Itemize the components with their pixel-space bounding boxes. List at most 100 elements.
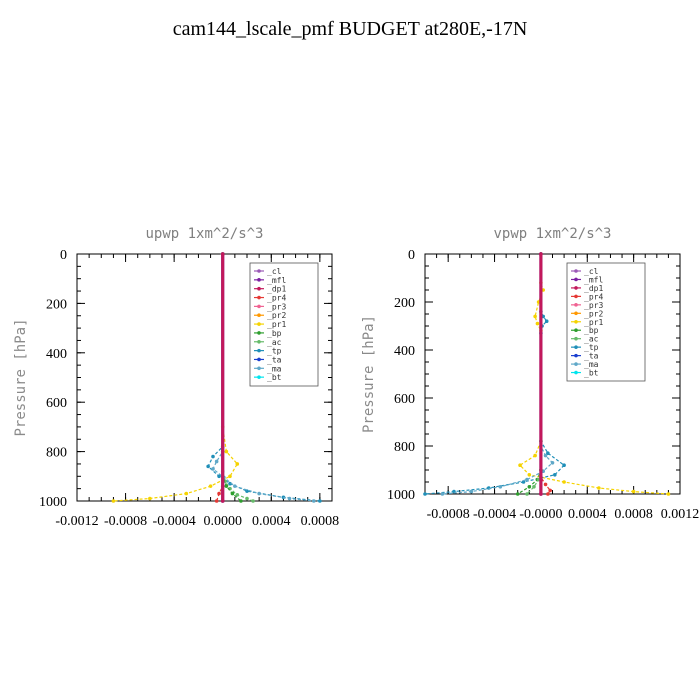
series-line-bp: [517, 254, 542, 495]
series-point: [518, 463, 522, 468]
series-point: [423, 492, 427, 496]
legend-label: _bp: [267, 329, 282, 338]
y-tick-label: 200: [46, 297, 67, 312]
legend-marker: [574, 336, 578, 341]
legend-marker: [574, 303, 578, 307]
y-tick-label: 1000: [39, 495, 67, 510]
legend-marker: [257, 357, 261, 362]
series-point: [235, 462, 240, 466]
y-tick-label: 800: [46, 446, 67, 461]
legend-marker: [574, 353, 578, 358]
series-point: [148, 496, 152, 501]
series-point: [245, 496, 249, 501]
chart-panel-2: vpwp 1xm^2/s^3 Pressure [hPa] 0 200 400 600 80…: [361, 226, 699, 522]
x-tick-label: -0.0008: [104, 514, 147, 529]
legend-marker: [257, 375, 261, 379]
legend-label: _tp: [267, 347, 282, 356]
legend-label: _dp1: [584, 284, 603, 293]
legend-label: _ac: [267, 338, 282, 347]
legend-label: _bt: [584, 369, 599, 378]
y-tick-label: 200: [394, 296, 415, 311]
series-point: [318, 499, 322, 503]
x-tick-label: 0.0004: [568, 507, 607, 522]
y-tick-label: 800: [394, 440, 415, 455]
series-point: [525, 492, 529, 496]
series-point: [535, 321, 540, 326]
legend-label: _bp: [584, 326, 599, 335]
series-point: [228, 474, 232, 479]
y-tick-label: 0: [408, 248, 415, 263]
series-line-pr1: [113, 254, 239, 502]
x-tick-label: -0.0000: [519, 507, 562, 522]
series-point: [220, 499, 225, 503]
y-tick-label: 400: [394, 344, 415, 359]
legend-label: _bt: [267, 373, 282, 382]
legend-label: _dp1: [267, 285, 286, 294]
series-point: [217, 474, 221, 479]
x-tick-label: 0.0012: [661, 507, 700, 522]
series-point: [224, 449, 229, 454]
series-point: [211, 454, 215, 459]
legend-label: _mfl: [584, 275, 603, 284]
legend-marker: [574, 370, 578, 375]
series-point: [440, 492, 445, 496]
series-point: [287, 496, 292, 501]
series-point: [311, 499, 316, 503]
legend-marker: [574, 311, 578, 316]
series-point: [562, 480, 566, 484]
legend-label: _tp: [584, 343, 599, 352]
series-point: [533, 453, 537, 458]
legend-marker: [257, 269, 261, 273]
y-tick-label: 1000: [387, 488, 415, 503]
legend-label: _pr2: [267, 311, 286, 320]
x-tick-label: 0.0004: [252, 514, 291, 529]
legend-label: _pr4: [267, 294, 286, 303]
chart-panel-1: upwp 1xm^2/s^3 Pressure [hPa] 0 200 400 600 80…: [13, 226, 339, 529]
series-point: [214, 459, 219, 464]
legend-label: _pr2: [584, 309, 603, 318]
figure-title: cam144_lscale_pmf BUDGET at280E,-17N: [172, 18, 528, 40]
legend-marker: [574, 345, 578, 349]
series-line-ac: [526, 254, 542, 495]
legend-label: _pr4: [584, 292, 603, 301]
series-point: [562, 463, 566, 468]
series-point: [206, 464, 210, 469]
series-point: [251, 499, 255, 503]
series-point: [533, 314, 537, 319]
legend-marker: [574, 286, 578, 290]
legend-marker: [257, 286, 261, 291]
legend-label: _ac: [584, 335, 599, 344]
series-point: [239, 499, 243, 503]
legend-marker: [574, 269, 578, 273]
x-tick-label: 0.0000: [203, 514, 242, 529]
series-point: [211, 467, 215, 471]
series-point: [214, 499, 219, 503]
series-point: [550, 461, 555, 465]
series-point: [184, 491, 189, 496]
legend-label: _mfl: [267, 276, 286, 285]
series-point: [224, 484, 229, 488]
series-point: [208, 484, 213, 488]
x-tick-label: -0.0004: [473, 507, 516, 522]
y-tick-label: 600: [46, 396, 67, 411]
legend-marker: [574, 362, 578, 366]
series-point: [498, 485, 503, 489]
panel-title: upwp 1xm^2/s^3: [145, 226, 263, 242]
series-point: [235, 493, 240, 497]
legend-label: _ma: [584, 360, 599, 369]
legend-marker: [574, 328, 578, 333]
x-tick-label: -0.0008: [427, 507, 470, 522]
y-tick-label: 400: [46, 347, 67, 362]
series-point: [525, 477, 529, 482]
y-axis-label: Pressure [hPa]: [361, 315, 377, 433]
series-line-tp: [424, 254, 566, 495]
legend-label: _pr3: [267, 302, 286, 311]
legend-marker: [574, 277, 578, 282]
y-tick-label: 600: [394, 392, 415, 407]
x-tick-label: 0.0008: [301, 514, 340, 529]
legend-label: _cl: [584, 267, 599, 276]
legend: _cl_mfl_dp1_pr4_pr3_pr2_pr1_bp_ac_tp_ta_…: [249, 262, 319, 387]
legend-marker: [257, 313, 261, 318]
panel-title: vpwp 1xm^2/s^3: [493, 226, 611, 242]
